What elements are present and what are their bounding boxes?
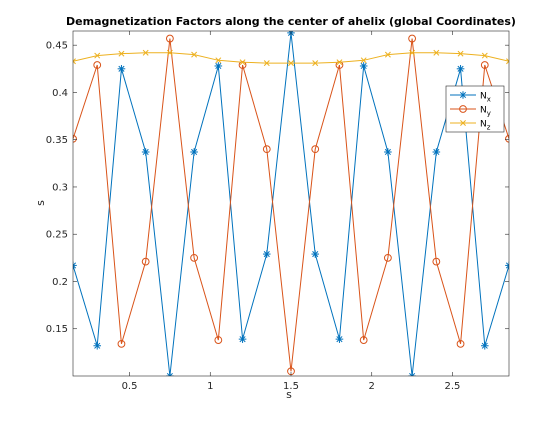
legend-subscript: x <box>487 96 491 104</box>
data-point-nz <box>166 49 173 56</box>
data-point-nx <box>93 341 102 350</box>
data-point-nz <box>336 59 343 66</box>
data-point-nx <box>432 148 441 156</box>
data-point-nx <box>141 148 150 156</box>
y-tick-label: 0.3 <box>52 182 68 193</box>
data-point-ny <box>383 253 392 262</box>
plot-area <box>73 31 509 376</box>
data-point-ny <box>505 134 509 143</box>
data-point-nz <box>94 52 101 59</box>
legend-marker-ny <box>459 105 467 113</box>
legend-marker-nz <box>460 120 466 126</box>
data-point-ny <box>214 336 223 344</box>
data-point-nz <box>215 57 222 64</box>
data-point-nz <box>384 51 391 58</box>
data-point-nz <box>457 50 464 57</box>
data-point-nz <box>409 49 416 56</box>
data-point-ny <box>165 34 174 43</box>
legend-label-ny: Ny <box>480 106 491 118</box>
y-tick-label: 0.25 <box>46 230 68 241</box>
y-tick-label: 0.35 <box>46 135 68 146</box>
x-tick-label: 0.5 <box>122 381 138 392</box>
data-point-nx <box>408 372 416 376</box>
data-point-ny <box>141 257 150 266</box>
data-point-nz <box>506 58 509 65</box>
legend-label-nz: Nz <box>480 120 491 132</box>
data-point-ny <box>456 339 465 348</box>
legend-subscript: z <box>487 124 491 132</box>
series-line-ny <box>73 38 509 372</box>
data-point-nz <box>481 52 488 59</box>
data-point-nz <box>191 51 198 58</box>
x-tick-label: 1.5 <box>283 381 299 392</box>
data-point-nx <box>117 65 126 73</box>
data-point-nx <box>384 148 392 156</box>
data-point-nx <box>262 250 271 258</box>
data-point-ny <box>432 257 441 266</box>
data-point-ny <box>408 34 417 43</box>
data-point-nz <box>360 57 367 64</box>
data-point-nx <box>359 62 368 70</box>
data-point-ny <box>480 61 489 69</box>
x-tick-label: 2.5 <box>445 381 461 392</box>
data-point-ny <box>311 145 320 154</box>
data-point-nx <box>311 250 320 258</box>
legend-subscript: y <box>487 110 491 118</box>
data-point-ny <box>93 61 102 69</box>
data-point-nz <box>118 50 125 57</box>
x-tick-label: 2 <box>369 381 375 392</box>
data-point-nz <box>288 60 294 67</box>
data-point-nz <box>239 59 246 66</box>
data-point-ny <box>190 253 199 262</box>
y-tick-label: 0.15 <box>46 324 68 335</box>
data-point-nx <box>505 261 509 270</box>
data-point-ny <box>359 336 368 344</box>
legend-label-nx: Nx <box>480 92 491 104</box>
data-point-nx <box>456 65 465 73</box>
x-tick-label: 1 <box>207 381 213 392</box>
data-point-nx <box>190 148 198 156</box>
legend-marker-nx <box>459 91 467 99</box>
data-point-nz <box>312 60 319 67</box>
data-point-ny <box>117 339 126 348</box>
data-point-nz <box>263 60 270 67</box>
y-tick-label: 0.4 <box>52 88 68 99</box>
series-layer <box>73 31 509 376</box>
data-point-nx <box>335 335 344 343</box>
data-point-nz <box>142 49 149 56</box>
y-axis-label: s <box>34 200 47 206</box>
chart-title: Demagnetization Factors along the center… <box>66 15 516 28</box>
data-point-nx <box>480 341 489 350</box>
data-point-ny <box>73 134 77 143</box>
data-point-nx <box>166 372 174 376</box>
y-tick-label: 0.45 <box>46 41 68 52</box>
axes-layer: 0.5 1 1.5 2 2.5 0.15 0.2 0.25 0.3 0.35 0.4 0.45 <box>46 30 510 392</box>
data-point-nz <box>73 58 76 65</box>
data-point-nx <box>238 335 247 343</box>
data-point-nx <box>73 261 77 270</box>
legend: Nx Ny Nz <box>445 85 505 133</box>
data-point-nz <box>433 49 440 56</box>
data-point-ny <box>262 145 271 154</box>
x-axis-label: s <box>286 388 292 401</box>
y-tick-label: 0.2 <box>52 277 68 288</box>
data-point-nx <box>214 62 223 70</box>
